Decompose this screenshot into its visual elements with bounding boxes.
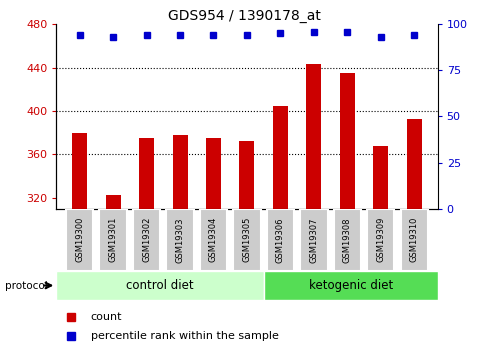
Text: GSM19300: GSM19300 [75,217,84,263]
Text: GSM19306: GSM19306 [275,217,285,263]
Text: GSM19310: GSM19310 [409,217,418,263]
FancyBboxPatch shape [263,271,437,300]
Text: GSM19303: GSM19303 [175,217,184,263]
FancyBboxPatch shape [366,209,394,271]
Text: GSM19302: GSM19302 [142,217,151,263]
Text: GSM19308: GSM19308 [342,217,351,263]
Text: GDS954 / 1390178_at: GDS954 / 1390178_at [168,9,320,23]
Bar [272,106,287,345]
FancyBboxPatch shape [266,209,293,271]
Text: GSM19307: GSM19307 [309,217,318,263]
FancyBboxPatch shape [66,209,93,271]
Bar [139,138,154,345]
FancyBboxPatch shape [166,209,193,271]
Text: protocol: protocol [5,281,47,290]
FancyBboxPatch shape [99,209,126,271]
Text: GSM19301: GSM19301 [108,217,118,263]
Bar [372,146,387,345]
FancyBboxPatch shape [133,209,160,271]
Text: percentile rank within the sample: percentile rank within the sample [90,332,278,341]
Text: control diet: control diet [126,279,193,292]
Text: GSM19304: GSM19304 [208,217,218,263]
Text: ketogenic diet: ketogenic diet [308,279,392,292]
Bar [239,141,254,345]
Bar [305,64,321,345]
FancyBboxPatch shape [400,209,427,271]
Bar [406,119,421,345]
FancyBboxPatch shape [300,209,327,271]
Bar [172,135,187,345]
Bar [105,195,121,345]
Text: GSM19309: GSM19309 [375,217,385,263]
Bar [72,133,87,345]
FancyBboxPatch shape [233,209,260,271]
Bar [205,138,221,345]
FancyBboxPatch shape [200,209,227,271]
Bar [339,73,354,345]
FancyBboxPatch shape [56,271,263,300]
Text: count: count [90,312,122,322]
FancyBboxPatch shape [333,209,360,271]
Text: GSM19305: GSM19305 [242,217,251,263]
